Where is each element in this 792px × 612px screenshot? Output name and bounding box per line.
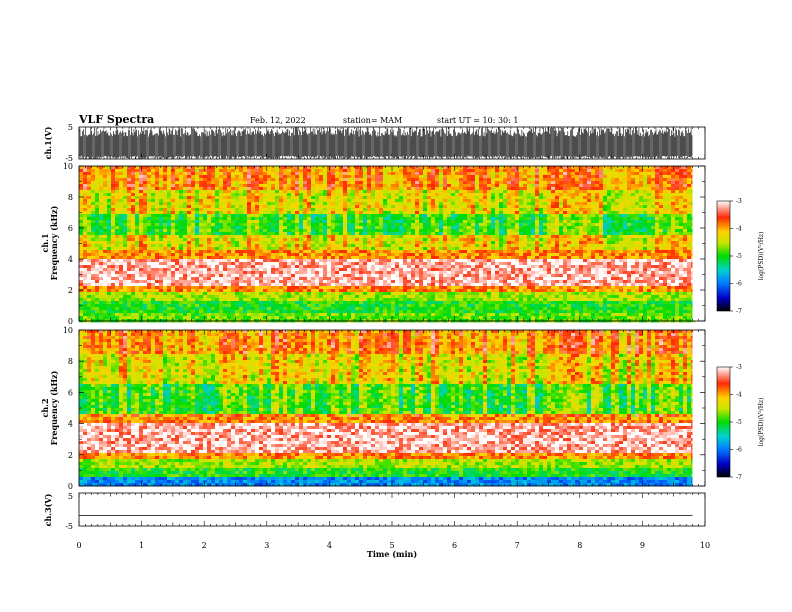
ch1-spectrogram-ylabel-channel: ch.1 (40, 233, 50, 252)
time-tick-6: 6 (452, 541, 457, 550)
ch1-colorbar-tick--6: -6 (736, 281, 742, 288)
time-tick-8: 8 (577, 541, 582, 550)
ch2-ytick-6: 6 (68, 388, 73, 397)
ch1-spectrogram-ylabel: Frequency (kHz) (49, 205, 59, 280)
ch2-ytick-8: 8 (68, 357, 73, 366)
ch2-spectrogram-image (79, 330, 705, 487)
date-label: Feb. 12, 2022 (250, 116, 306, 125)
ch1-colorbar-tick--4: -4 (736, 226, 742, 233)
start-time-label: start UT = 10: 30: 1 (437, 116, 519, 125)
ch2-ytick-4: 4 (68, 420, 73, 429)
station-label: station= MAM (343, 116, 403, 125)
ch3-ytick-bottom: -5 (65, 522, 73, 531)
ch1-waveform-trace (79, 127, 693, 159)
ch1-ytick-6: 6 (68, 224, 73, 233)
ch2-colorbar-tick--3: -3 (736, 364, 742, 371)
chart-title: VLF Spectra (79, 113, 155, 126)
time-axis-ticks (78, 127, 706, 526)
time-tick-1: 1 (139, 541, 144, 550)
ch1-ytick-8: 8 (68, 193, 73, 202)
ch3-waveform-panel: 5 -5 ch.3(V) (43, 492, 706, 531)
ch1-colorbar-tick--3: -3 (736, 198, 742, 205)
time-axis-label: Time (min) (367, 549, 417, 559)
ch1-colorbar-tick--5: -5 (736, 253, 742, 260)
ch2-ytick-10: 10 (63, 326, 73, 335)
ch2-colorbar (717, 367, 730, 477)
ch1-colorbar (717, 201, 730, 311)
ch1-waveform-panel: 5 -5 ch.1(V) (43, 123, 706, 163)
time-axis-labels: 0 1 2 3 4 5 6 7 8 9 10 (76, 541, 710, 550)
ch2-colorbar-tick--6: -6 (736, 447, 742, 454)
ch2-colorbar-tick--7: -7 (736, 474, 742, 481)
ch1-ytick-bottom: -5 (65, 154, 73, 163)
ch1-ylabel: ch.1(V) (43, 126, 53, 159)
time-tick-9: 9 (640, 541, 645, 550)
ch1-colorbar-tick--7: -7 (736, 308, 742, 315)
ch2-colorbar-tick--5: -5 (736, 419, 742, 426)
ch1-spectrogram-image (79, 166, 705, 323)
ch2-colorbar-tick--4: -4 (736, 392, 742, 399)
ch2-spectrogram-ylabel-channel: ch.2 (40, 398, 50, 417)
time-tick-7: 7 (515, 541, 520, 550)
time-tick-2: 2 (202, 541, 207, 550)
ch3-ylabel: ch.3(V) (43, 493, 53, 526)
ch2-spectrogram-ylabel: Frequency (kHz) (49, 370, 59, 445)
ch1-ytick-top: 5 (68, 123, 73, 132)
time-tick-5: 5 (389, 541, 394, 550)
ch2-ytick-2: 2 (68, 451, 73, 460)
ch2-colorbar-label: log(PSD)(V²/Hz) (758, 398, 765, 447)
time-tick-4: 4 (327, 541, 332, 550)
ch3-ytick-top: 5 (68, 492, 73, 501)
ch1-ytick-2: 2 (68, 286, 73, 295)
ch2-ytick-0: 0 (68, 482, 73, 491)
ch1-ytick-4: 4 (68, 255, 73, 264)
time-tick-3: 3 (264, 541, 269, 550)
time-tick-10: 10 (700, 541, 710, 550)
ch1-ytick-0: 0 (68, 317, 73, 326)
time-tick-0: 0 (76, 541, 81, 550)
ch1-ytick-10: 10 (63, 162, 73, 171)
ch1-colorbar-label: log(PSD)(V²/Hz) (758, 232, 765, 281)
